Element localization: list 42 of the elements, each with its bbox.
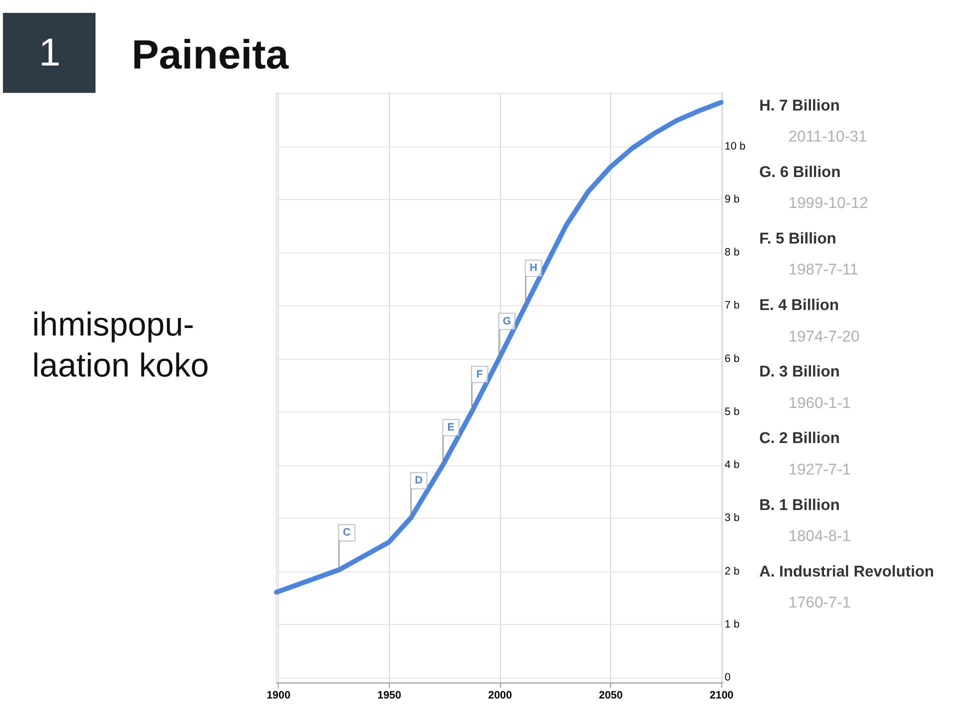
annotation: D [414,474,423,487]
y-tick-label: 8 b [724,246,740,259]
text: 1960-1-1 [788,394,851,412]
text: 1804-8-1 [788,528,851,545]
annotation: E [447,422,454,434]
text: F. 5 Billion [759,230,836,248]
text: E. 4 Billion [759,297,839,314]
text: C. 2 Billion [759,430,840,448]
text: 1974-7-20 [788,328,860,346]
chart-title: Paineita [132,31,290,78]
y-tick-label: 3 b [724,512,740,524]
text: 1 [38,32,61,75]
text: D. 3 Billion [759,364,840,381]
line-series [274,100,724,595]
text: B. 1 Billion [759,496,840,514]
y-axis-title: ihmispopu- laation koko [32,306,209,384]
y-tick-label: 10 b [724,140,746,152]
text: H. 7 Billion [759,97,840,114]
x-tick-label: 2100 [710,690,734,702]
text: 1760-7-1 [788,594,851,612]
text: G. 6 Billion [759,164,841,181]
text: 1987-7-11 [788,262,858,279]
annotation: F [476,368,484,380]
y-tick-label: 1 b [724,618,740,630]
annotation: H [530,262,538,274]
text: 1927-7-1 [788,461,851,478]
text: 2011-10-31 [788,128,867,146]
x-tick-label: 1900 [266,690,290,702]
annotation: G [502,315,512,328]
y-tick-label: 6 b [724,352,740,365]
y-tick-label: 2 b [724,565,740,578]
text: A. Industrial Revolution [759,563,934,580]
y-tick-label: 4 b [724,459,740,472]
x-tick-label: 1950 [377,690,402,702]
y-tick-label: 0 [724,672,731,684]
x-tick-label: 2050 [598,690,623,702]
y-tick-label: 5 b [724,406,740,418]
y-tick-label: 9 b [724,193,740,206]
annotation: C [342,526,351,539]
text: 1999-10-12 [788,195,868,212]
x-tick-label: 2000 [488,690,512,702]
y-tick-label: 7 b [724,300,740,312]
